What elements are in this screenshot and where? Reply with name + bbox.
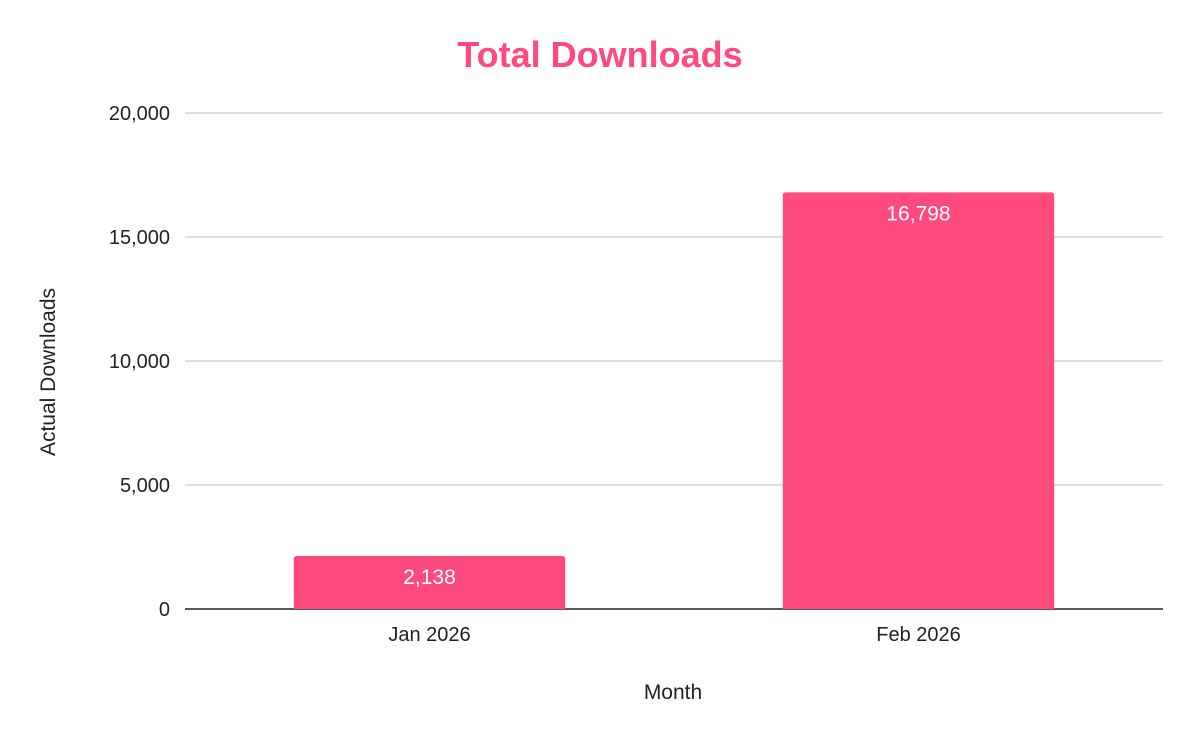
x-tick-label: Feb 2026	[876, 624, 961, 646]
y-tick-label: 20,000	[109, 103, 170, 125]
bar	[293, 555, 566, 609]
bar-data-label: 2,138	[403, 566, 456, 589]
bar	[782, 192, 1055, 609]
x-tick-label: Jan 2026	[388, 624, 470, 646]
y-tick-label: 10,000	[109, 351, 170, 373]
bars	[293, 192, 1055, 609]
y-axis-ticks: 0 5,000 10,000 15,000 20,000	[109, 103, 170, 621]
data-labels: 2,138 16,798	[403, 202, 950, 589]
y-axis-title: Actual Downloads	[37, 288, 60, 456]
y-tick-label: 15,000	[109, 227, 170, 249]
x-axis-title: Month	[644, 681, 702, 704]
bar-data-label: 16,798	[886, 202, 950, 225]
y-tick-label: 0	[159, 599, 170, 621]
x-axis-ticks: Jan 2026 Feb 2026	[388, 624, 960, 646]
y-tick-label: 5,000	[120, 475, 170, 497]
chart-title: Total Downloads	[457, 34, 742, 75]
